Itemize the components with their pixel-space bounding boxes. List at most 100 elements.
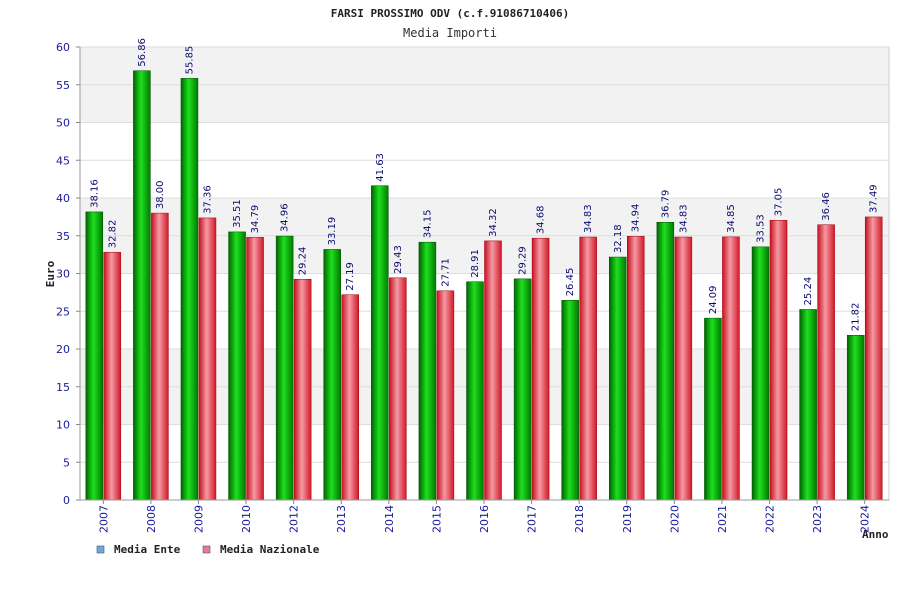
bar-media-nazionale: [579, 236, 597, 501]
x-tick-label: 2016: [478, 505, 491, 533]
legend-swatch-media-ente: [96, 545, 105, 554]
y-tick-label: 15: [56, 381, 70, 394]
y-tick-label: 25: [56, 305, 70, 318]
bar-media-nazionale: [722, 236, 740, 501]
y-axis-label: Euro: [44, 260, 57, 287]
bars: 38.16 32.82 56.86 38.00 55.85 37.36 35.51 34.79…: [85, 38, 883, 501]
x-tick-label: 2023: [811, 505, 824, 533]
bar-media-ente: [513, 278, 532, 501]
x-tick-label: 2014: [383, 505, 396, 533]
y-tick-label: 30: [56, 268, 70, 281]
y-tick-label: 45: [56, 154, 70, 167]
bar-media-ente: [704, 317, 722, 501]
x-tick-label: 2010: [240, 505, 253, 533]
data-label: 21.82: [851, 303, 862, 332]
x-tick-label: 2015: [430, 505, 443, 533]
y-tick-label: 40: [56, 192, 70, 205]
bar-media-ente: [133, 70, 151, 501]
x-tick-label: 2009: [192, 505, 205, 533]
bar-media-nazionale: [151, 212, 169, 501]
legend-swatch-media-nazionale: [202, 545, 211, 554]
data-label: 37.05: [774, 188, 785, 217]
bar-media-nazionale: [769, 220, 788, 501]
bar-media-ente: [371, 185, 389, 501]
y-tick-label: 5: [63, 456, 70, 469]
x-axis: 2007 2008 2009 2010 2012 2013 2014 2015 2016 2017…: [80, 499, 889, 533]
data-label: 32.18: [613, 224, 624, 253]
bar-media-nazionale: [627, 235, 645, 501]
bar-media-nazionale: [198, 217, 217, 501]
data-label: 38.00: [155, 180, 166, 209]
bar-media-nazionale: [341, 294, 359, 501]
plot-band: [80, 160, 889, 198]
bar-media-nazionale: [864, 216, 883, 501]
y-tick-label: 20: [56, 343, 70, 356]
data-label: 25.24: [803, 277, 814, 306]
bar-media-ente: [561, 300, 579, 501]
bar-media-ente: [466, 281, 484, 501]
data-label: 34.32: [488, 208, 499, 237]
data-label: 34.83: [583, 204, 594, 233]
x-tick-label: 2018: [573, 505, 586, 533]
bar-media-nazionale: [531, 237, 550, 501]
chart-subtitle: Media Importi: [403, 26, 497, 40]
bar-media-ente: [418, 241, 437, 501]
data-label: 24.09: [708, 285, 719, 314]
data-label: 28.91: [470, 249, 481, 278]
chart-title: FARSI PROSSIMO ODV (c.f.91086710406): [331, 7, 569, 20]
y-tick-label: 10: [56, 419, 70, 432]
data-label: 29.29: [518, 246, 529, 275]
bar-media-ente: [846, 335, 865, 501]
x-tick-label: 2024: [859, 505, 872, 533]
data-label: 55.85: [184, 46, 195, 75]
plot-band: [80, 84, 889, 123]
bar-media-ente: [228, 231, 246, 501]
y-tick-label: 60: [56, 41, 70, 54]
data-label: 41.63: [375, 153, 386, 182]
bar-media-nazionale: [436, 290, 455, 501]
bar-media-nazionale: [484, 240, 502, 501]
plot-band: [80, 122, 889, 161]
y-tick-label: 35: [56, 230, 70, 243]
data-label: 29.24: [298, 247, 309, 276]
data-label: 33.19: [327, 217, 338, 246]
bar-media-nazionale: [674, 236, 693, 501]
data-label: 36.46: [821, 192, 832, 221]
data-label: 38.16: [89, 179, 100, 208]
data-label: 29.43: [393, 245, 404, 274]
data-label: 34.96: [280, 203, 291, 232]
data-label: 27.71: [440, 258, 451, 287]
bar-media-nazionale: [389, 277, 407, 501]
data-label: 34.79: [250, 205, 261, 234]
bar-media-ente: [323, 249, 341, 501]
bar-media-ente: [609, 256, 627, 501]
data-label: 34.68: [536, 206, 547, 235]
data-label: 33.53: [756, 214, 767, 243]
x-tick-label: 2020: [668, 505, 681, 533]
data-label: 34.15: [422, 210, 433, 239]
bar-media-nazionale: [293, 278, 312, 501]
bar-media-ente: [656, 221, 675, 501]
bar-media-ente: [180, 78, 199, 501]
bar-media-nazionale: [103, 251, 122, 501]
legend-label-media-nazionale: Media Nazionale: [220, 543, 320, 556]
y-tick-label: 55: [56, 79, 70, 92]
legend: Media Ente Media Nazionale: [96, 543, 320, 556]
x-tick-label: 2017: [526, 505, 539, 533]
x-tick-label: 2008: [145, 505, 158, 533]
x-axis-label: Anno: [862, 528, 889, 541]
bar-media-ente: [751, 246, 770, 501]
data-label: 26.45: [565, 268, 576, 297]
bar-media-ente: [275, 235, 294, 501]
bar-media-ente: [85, 211, 104, 501]
data-label: 34.83: [678, 204, 689, 233]
x-tick-label: 2019: [621, 505, 634, 533]
data-label: 36.79: [660, 190, 671, 219]
data-label: 34.94: [631, 204, 642, 233]
x-tick-label: 2012: [288, 505, 301, 533]
data-label: 56.86: [137, 38, 148, 67]
x-tick-label: 2007: [97, 505, 110, 533]
y-tick-label: 0: [63, 494, 70, 507]
plot-band: [80, 47, 889, 85]
